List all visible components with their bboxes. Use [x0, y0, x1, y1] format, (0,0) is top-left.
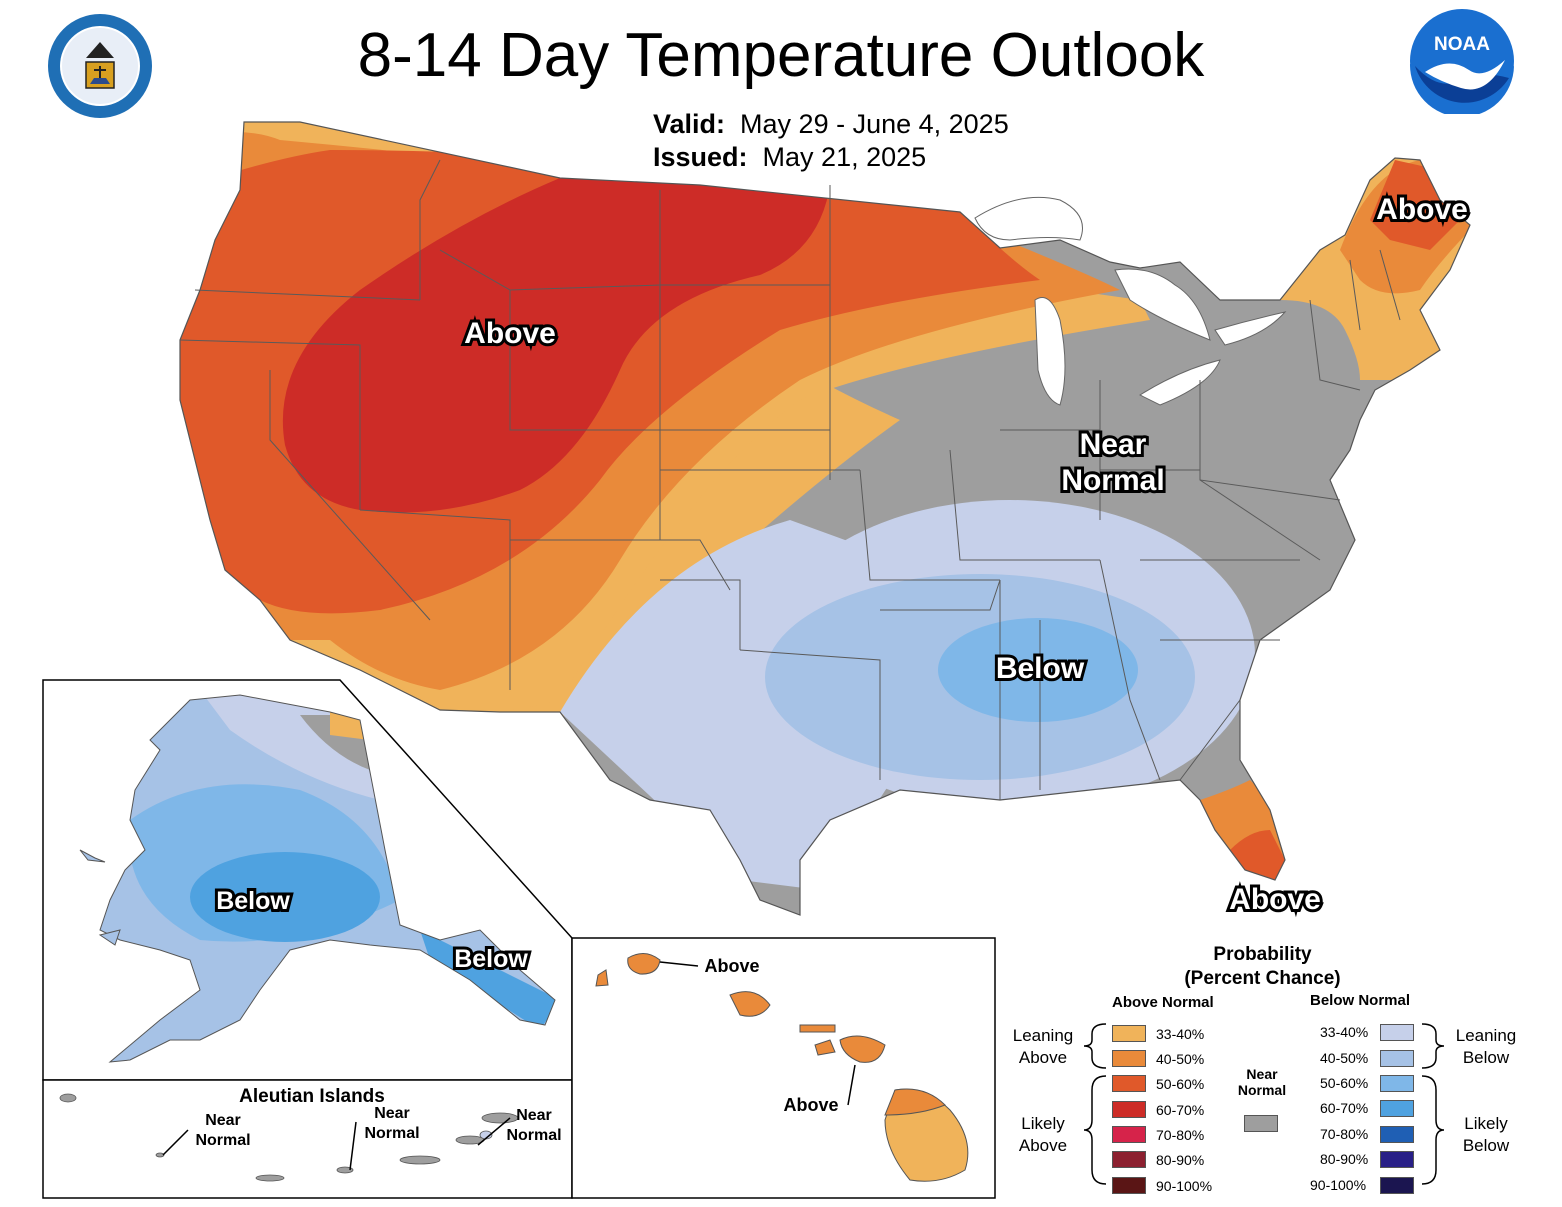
valid-label: Valid: — [653, 109, 726, 139]
legend-above-row: 90-100% — [1156, 1178, 1213, 1194]
legend-above-row: 33-40% — [1156, 1026, 1205, 1042]
aleutian-label-3-line2: Normal — [506, 1127, 561, 1144]
legend-above-row: 70-80% — [1156, 1127, 1205, 1143]
legend-swatch-below-50-60 — [1380, 1075, 1414, 1092]
aleutian-title: Aleutian Islands — [239, 1086, 385, 1107]
legend-likely-above: Likely Above — [1006, 1113, 1080, 1157]
aleutian-inset — [42, 1079, 573, 1199]
legend-likely-above-line2: Above — [1018, 1136, 1068, 1155]
legend-swatch-above-50-60 — [1112, 1075, 1146, 1092]
legend-swatch-above-33-40 — [1112, 1025, 1146, 1042]
aleutian-label-2-line2: Normal — [364, 1125, 419, 1142]
lake-superior — [974, 196, 1083, 241]
legend-leaning-below-line2: Below — [1462, 1048, 1510, 1067]
label-above-kauai: Above — [704, 956, 759, 976]
label-above-west: Above — [464, 317, 556, 350]
legend-likely-above-line1: Likely — [1021, 1114, 1065, 1133]
alaska-inset — [42, 679, 573, 1081]
legend-below-row: 60-70% — [1320, 1100, 1369, 1116]
legend-swatch-below-80-90 — [1380, 1151, 1414, 1168]
legend-swatch-below-90-100 — [1380, 1177, 1414, 1194]
state-borders — [179, 159, 1401, 800]
valid-dates: May 29 - June 4, 2025 — [740, 109, 1009, 139]
legend-swatch-below-33-40 — [1380, 1024, 1414, 1041]
aleutian-label-1-line1: Near — [205, 1112, 241, 1129]
legend-near-normal-line2: Normal — [1237, 1082, 1287, 1098]
below-50-60-area — [938, 618, 1138, 722]
legend-below-braces — [1421, 1023, 1445, 1185]
above-florida-50-60-area — [1230, 830, 1295, 880]
legend-leaning-above: Leaning Above — [1006, 1025, 1080, 1069]
legend-below-row: 80-90% — [1320, 1151, 1369, 1167]
legend-above-header: Above Normal — [1112, 994, 1214, 1011]
aleutian-label-3-line1: Near — [516, 1107, 552, 1124]
legend-below-row: 40-50% — [1320, 1050, 1369, 1066]
legend-swatch-above-40-50 — [1112, 1050, 1146, 1067]
label-below-alaska: Below — [216, 887, 290, 915]
legend-above-braces — [1083, 1023, 1107, 1185]
probability-legend: Probability (Percent Chance) Above Norma… — [1000, 940, 1560, 1205]
commerce-seal-icon — [48, 14, 152, 118]
label-above-hawaii: Above — [783, 1095, 838, 1115]
legend-swatch-above-70-80 — [1112, 1126, 1146, 1143]
legend-leaning-above-line1: Leaning — [1012, 1026, 1074, 1045]
legend-above-row: 50-60% — [1156, 1076, 1205, 1092]
noaa-logo-icon: NOAA — [1409, 9, 1514, 114]
alaska-below-60-70-area — [190, 852, 380, 942]
label-near-normal-line1: Near — [1080, 428, 1147, 461]
lake-ontario — [1214, 311, 1287, 346]
label-above-northeast: Above — [1376, 193, 1468, 226]
lake-erie — [1138, 359, 1221, 406]
lake-huron — [1114, 268, 1211, 341]
legend-leaning-below: Leaning Below — [1446, 1025, 1526, 1069]
hawaii-inset — [571, 937, 996, 1199]
legend-likely-below-line1: Likely — [1464, 1114, 1508, 1133]
legend-below-row: 70-80% — [1320, 1126, 1369, 1142]
legend-near-normal-line1: Near — [1246, 1066, 1278, 1082]
legend-above-row: 40-50% — [1156, 1051, 1205, 1067]
lake-michigan — [1034, 297, 1066, 406]
label-below-alaska-panhandle: Below — [454, 945, 528, 973]
legend-title-line2: (Percent Chance) — [1184, 968, 1341, 989]
legend-swatch-above-60-70 — [1112, 1101, 1146, 1118]
legend-above-row: 80-90% — [1156, 1152, 1205, 1168]
noaa-logo-text: NOAA — [1434, 34, 1490, 55]
label-below-south: Below — [996, 652, 1085, 685]
legend-swatch-above-90-100 — [1112, 1177, 1146, 1194]
issued-date: May 21, 2025 — [762, 142, 927, 172]
legend-title: Probability (Percent Chance) — [1160, 943, 1365, 991]
legend-below-row: 90-100% — [1310, 1177, 1367, 1193]
legend-likely-below: Likely Below — [1446, 1113, 1526, 1157]
legend-swatch-above-80-90 — [1112, 1151, 1146, 1168]
alaska-panhandle-below-area — [420, 930, 555, 1030]
legend-leaning-below-line1: Leaning — [1455, 1026, 1517, 1045]
aleutian-label-2-line1: Near — [374, 1105, 410, 1122]
aleutian-label-1-line2: Normal — [195, 1132, 250, 1149]
validity-block: Valid: May 29 - June 4, 2025 Issued: May… — [653, 108, 1009, 174]
legend-title-line1: Probability — [1213, 944, 1312, 965]
legend-below-header: Below Normal — [1310, 992, 1411, 1009]
issued-label: Issued: — [653, 142, 748, 172]
legend-swatch-below-60-70 — [1380, 1100, 1414, 1117]
legend-likely-below-line2: Below — [1462, 1136, 1510, 1155]
legend-swatch-near-normal — [1244, 1115, 1278, 1132]
label-above-florida: Above — [1229, 883, 1321, 916]
legend-leaning-above-line2: Above — [1018, 1048, 1068, 1067]
legend-swatch-below-70-80 — [1380, 1126, 1414, 1143]
legend-swatch-below-40-50 — [1380, 1050, 1414, 1067]
map-title: 8-14 Day Temperature Outlook — [357, 21, 1205, 90]
legend-below-row: 50-60% — [1320, 1075, 1369, 1091]
legend-near-normal-label: Near Normal — [1224, 1066, 1300, 1098]
legend-above-row: 60-70% — [1156, 1102, 1205, 1118]
label-near-normal-line2: Normal — [1061, 464, 1164, 497]
legend-below-row: 33-40% — [1320, 1024, 1369, 1040]
